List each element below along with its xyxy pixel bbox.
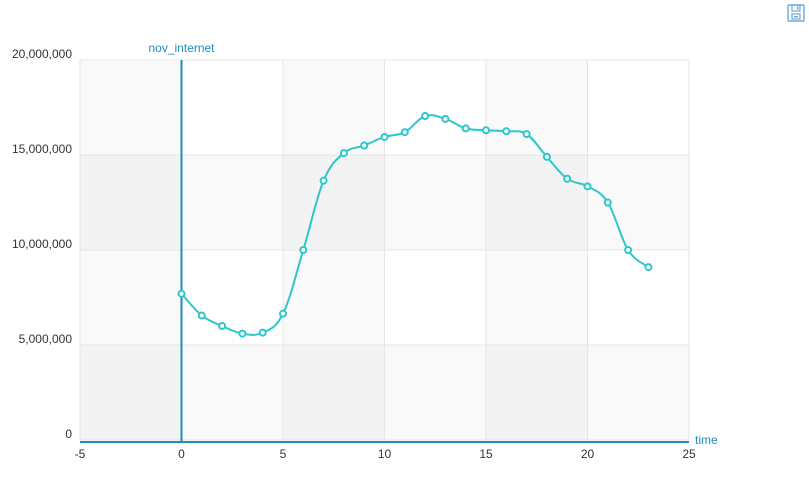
axes [80,60,689,443]
data-point[interactable] [563,174,572,183]
data-point[interactable] [197,311,206,320]
data-point[interactable] [238,329,247,338]
x-axis-ticks: -5 0 5 10 15 20 25 [75,447,696,461]
data-point[interactable] [339,149,348,158]
x-tick-label: 10 [378,447,392,461]
save-as-image-button[interactable] [786,3,806,23]
y-axis-label: nov_internet [148,41,215,55]
x-tick-label: 15 [479,447,493,461]
y-tick-label: 20,000,000 [12,47,72,61]
save-icon [787,4,805,22]
data-point[interactable] [218,322,227,330]
data-point[interactable] [603,198,612,207]
data-point[interactable] [583,182,592,191]
data-point[interactable] [644,263,653,272]
x-tick-label: 20 [581,447,595,461]
y-tick-label: 5,000,000 [19,332,73,346]
data-point[interactable] [441,114,450,123]
data-point[interactable] [400,128,409,137]
y-tick-label: 10,000,000 [12,237,72,251]
x-tick-label: -5 [75,447,86,461]
y-axis-ticks: 0 5,000,000 10,000,000 15,000,000 20,000,000 [12,47,72,441]
data-point[interactable] [319,176,328,185]
data-point[interactable] [461,124,470,133]
data-point[interactable] [624,246,633,254]
data-point[interactable] [360,141,369,150]
data-point[interactable] [502,127,511,136]
data-point[interactable] [522,130,531,139]
x-tick-label: 5 [280,447,287,461]
y-tick-label: 15,000,000 [12,142,72,156]
data-point[interactable] [542,152,551,161]
x-axis-label: time [695,433,718,447]
data-point[interactable] [380,132,389,141]
data-point[interactable] [299,246,308,254]
series-nov-internet [177,112,653,338]
data-point[interactable] [258,328,267,337]
x-tick-label: 25 [682,447,696,461]
data-point[interactable] [177,289,186,298]
data-point[interactable] [482,126,490,135]
x-tick-label: 0 [178,447,185,461]
data-point[interactable] [421,112,430,121]
data-point[interactable] [279,309,287,318]
y-tick-label: 0 [65,427,72,441]
